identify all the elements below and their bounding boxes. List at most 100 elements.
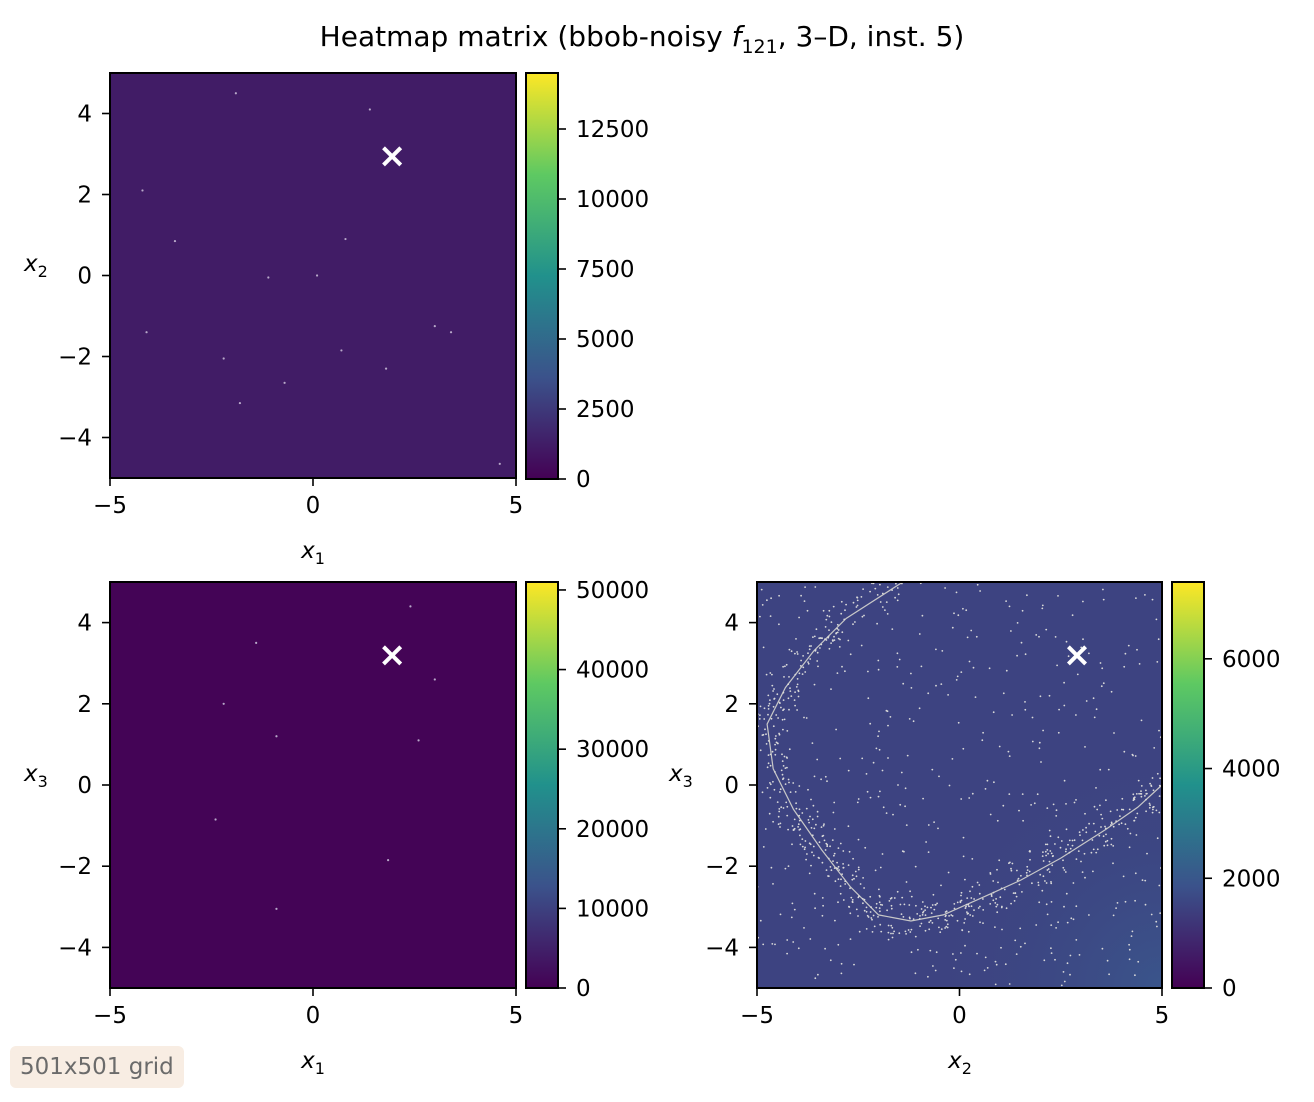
noise-speckle: [1126, 827, 1129, 830]
noise-speckle: [1022, 819, 1024, 822]
noise-speckle: [995, 898, 997, 900]
noise-speckle: [797, 690, 800, 693]
noise-speckle: [776, 693, 779, 696]
noise-speckle: [910, 951, 913, 954]
noise-speckle: [901, 850, 904, 853]
noise-speckle: [851, 874, 854, 877]
noise-speckle: [865, 910, 868, 913]
noise-speckle: [1054, 843, 1056, 845]
noise-speckle: [1080, 860, 1082, 863]
noise-speckle: [1069, 847, 1072, 850]
noise-speckle: [1083, 852, 1086, 855]
noise-speckle: [811, 742, 814, 744]
noise-speckle: [940, 928, 943, 930]
noise-speckle: [978, 892, 981, 895]
noise-speckle: [1124, 652, 1127, 655]
noise-speckle: [1045, 882, 1048, 884]
noise-speckle: [777, 823, 780, 826]
noise-speckle: [847, 825, 850, 828]
noise-speckle: [1159, 777, 1161, 780]
noise-speckle: [1138, 663, 1141, 665]
noise-speckle: [1045, 628, 1048, 631]
noise-speckle: [1106, 959, 1109, 962]
noise-speckle: [865, 906, 868, 909]
noise-speckle: [821, 835, 824, 838]
noise-speckle: [807, 662, 810, 665]
noise-speckle: [1131, 753, 1134, 756]
noise-speckle: [1082, 600, 1084, 603]
noise-speckle: [852, 601, 855, 604]
noise-speckle: [935, 951, 938, 954]
noise-speckle: [962, 836, 965, 839]
noise-speckle: [956, 675, 959, 678]
noise-speckle: [879, 790, 881, 793]
noise-speckle: [1065, 828, 1068, 831]
noise-speckle: [870, 906, 872, 909]
noise-speckle: [920, 922, 923, 925]
noise-speckle: [999, 896, 1002, 899]
noise-speckle: [214, 818, 217, 821]
noise-speckle: [825, 639, 828, 641]
noise-speckle: [786, 757, 788, 759]
noise-speckle: [838, 646, 841, 648]
noise-speckle: [1068, 839, 1071, 842]
noise-speckle: [951, 758, 954, 760]
noise-speckle: [1088, 822, 1090, 825]
noise-speckle: [1001, 905, 1003, 908]
noise-speckle: [805, 807, 808, 810]
noise-speckle: [993, 781, 995, 784]
noise-speckle: [877, 659, 880, 662]
noise-speckle: [891, 628, 894, 630]
y-tick-label: −2: [58, 345, 92, 371]
noise-speckle: [933, 821, 935, 823]
noise-speckle: [1018, 883, 1021, 886]
noise-speckle: [830, 688, 832, 690]
noise-speckle: [788, 708, 790, 711]
noise-speckle: [786, 939, 789, 941]
noise-speckle: [787, 865, 790, 867]
noise-speckle: [865, 773, 868, 775]
noise-speckle: [867, 697, 870, 700]
noise-speckle: [847, 769, 850, 772]
noise-speckle: [945, 914, 947, 917]
noise-speckle: [838, 869, 840, 871]
noise-speckle: [773, 788, 776, 791]
noise-speckle: [973, 909, 975, 911]
noise-speckle: [173, 239, 177, 243]
noise-speckle: [877, 668, 880, 671]
noise-speckle: [944, 927, 946, 929]
noise-speckle: [828, 609, 831, 612]
noise-speckle: [841, 665, 843, 668]
noise-speckle: [821, 897, 824, 899]
noise-speckle: [782, 778, 784, 781]
noise-speckle: [813, 635, 816, 638]
noise-speckle: [992, 880, 995, 882]
noise-speckle: [891, 936, 894, 939]
noise-speckle: [1073, 839, 1076, 842]
noise-speckle: [881, 853, 884, 855]
noise-speckle: [835, 867, 838, 869]
noise-speckle: [854, 870, 857, 873]
noise-speckle: [806, 853, 808, 855]
noise-speckle: [989, 873, 992, 875]
noise-speckle: [797, 826, 799, 828]
noise-speckle: [1066, 962, 1069, 965]
noise-speckle: [769, 672, 772, 674]
noise-speckle: [1150, 913, 1153, 916]
colorbar-frame-x1-x3: [525, 581, 559, 989]
noise-speckle: [1134, 755, 1137, 757]
noise-speckle: [799, 834, 801, 837]
noise-speckle: [283, 381, 286, 384]
noise-speckle: [965, 903, 968, 906]
noise-speckle: [1128, 808, 1131, 811]
noise-speckle: [893, 930, 895, 933]
noise-speckle: [914, 865, 917, 868]
noise-speckle: [785, 801, 788, 804]
noise-speckle: [844, 609, 846, 612]
noise-speckle: [890, 904, 893, 907]
noise-speckle: [1075, 799, 1077, 801]
noise-speckle: [1119, 815, 1121, 817]
noise-speckle: [808, 648, 811, 651]
noise-speckle: [770, 717, 773, 720]
y-tick-label: 4: [77, 102, 92, 128]
